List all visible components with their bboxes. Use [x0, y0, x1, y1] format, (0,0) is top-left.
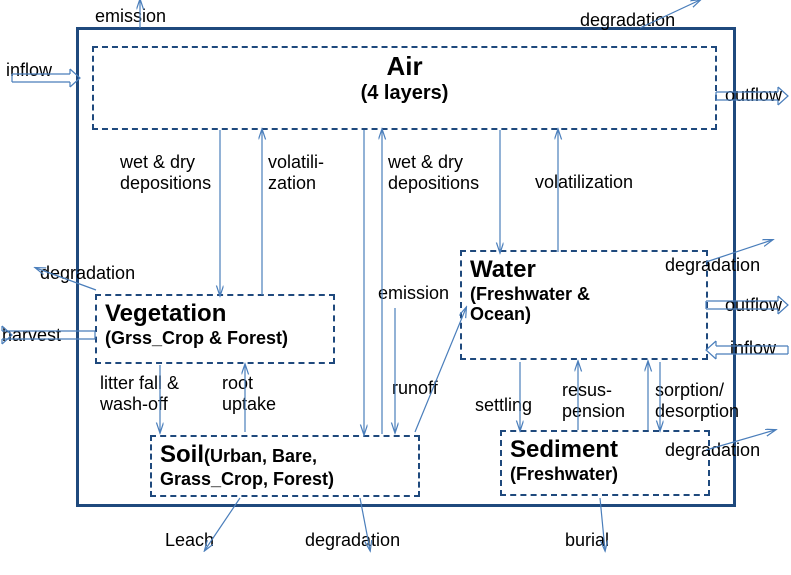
label-inflow_wr: inflow [730, 338, 776, 359]
soil-title: Soil [160, 441, 204, 468]
label-leach: Leach [165, 530, 214, 551]
label-emission_mid: emission [378, 283, 449, 304]
label-volat2: volatilization [535, 172, 633, 193]
label-wetdry2: wet & dry depositions [388, 152, 479, 193]
compartment-soil: Soil(Urban, Bare, Grass_Crop, Forest) [150, 435, 420, 497]
label-degradation_sr: degradation [665, 440, 760, 461]
label-degradation_wr: degradation [665, 255, 760, 276]
label-resusp: resus- pension [562, 380, 625, 421]
label-outflow_wr: outflow [725, 295, 782, 316]
label-sorption: sorption/ desorption [655, 380, 739, 421]
label-settling: settling [475, 395, 532, 416]
label-degradation_tr: degradation [580, 10, 675, 31]
label-wetdry1: wet & dry depositions [120, 152, 211, 193]
soil-inline: (Urban, Bare, [204, 446, 317, 466]
label-harvest: harvest [2, 325, 61, 346]
label-emission_top: emission [95, 6, 166, 27]
compartment-air: Air (4 layers) [92, 46, 717, 130]
label-runoff: runoff [392, 378, 438, 399]
label-root: root uptake [222, 373, 276, 414]
vegetation-title: Vegetation [105, 300, 325, 328]
label-degradation_l: degradation [40, 263, 135, 284]
water-subtitle: (Freshwater & Ocean) [470, 284, 640, 325]
sediment-subtitle: (Freshwater) [510, 464, 700, 485]
label-outflow_r: outflow [725, 85, 782, 106]
label-burial: burial [565, 530, 609, 551]
vegetation-subtitle: (Grss_Crop & Forest) [105, 328, 325, 349]
soil-title-row: Soil(Urban, Bare, [160, 441, 410, 469]
label-volat1: volatili- zation [268, 152, 324, 193]
label-degradation_b: degradation [305, 530, 400, 551]
air-subtitle: (4 layers) [102, 82, 707, 105]
soil-subtitle: Grass_Crop, Forest) [160, 469, 410, 490]
air-title: Air [102, 52, 707, 82]
compartment-vegetation: Vegetation (Grss_Crop & Forest) [95, 294, 335, 364]
label-litter: litter fall & wash-off [100, 373, 179, 414]
label-inflow_l: inflow [6, 60, 52, 81]
water-title: Water [470, 256, 698, 284]
